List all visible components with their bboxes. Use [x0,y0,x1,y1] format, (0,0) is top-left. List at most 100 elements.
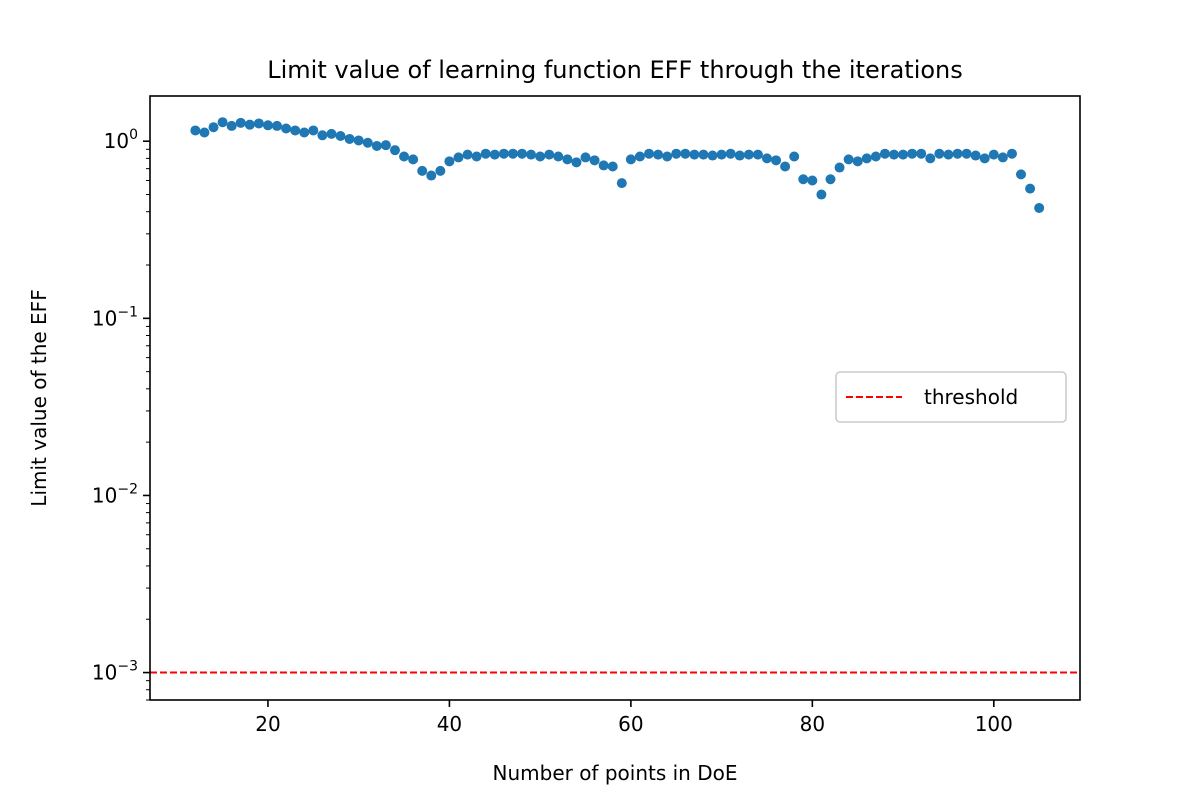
data-point [616,178,627,189]
data-point [952,148,963,159]
data-point [925,153,936,164]
data-point [426,170,437,181]
data-point [834,162,845,173]
data-point [644,148,655,159]
data-point [970,150,981,161]
data-point [1006,148,1017,159]
data-point [435,165,446,176]
data-point [1025,183,1036,194]
y-axis-label: Limit value of the EFF [27,289,51,506]
data-point [380,140,391,151]
y-tick-label: 100 [104,127,138,153]
data-point [480,148,491,159]
data-point [535,151,546,162]
data-point [362,137,373,148]
data-point [326,128,337,139]
data-point [462,149,473,160]
legend-box [835,371,1067,423]
data-point [761,153,772,164]
data-point [716,149,727,160]
data-point [389,145,400,156]
data-point [244,119,255,130]
data-point [272,120,283,131]
x-tick-label: 60 [618,712,643,736]
data-point [290,125,301,136]
x-axis: 20 40 60 80 100 [255,700,1013,736]
data-point [861,153,872,164]
x-tick-label: 80 [800,712,825,736]
data-point [598,160,609,171]
data-point [217,117,228,128]
data-point [653,149,664,160]
data-point [916,148,927,159]
data-point [190,125,201,136]
data-point [934,148,945,159]
data-point [734,150,745,161]
data-point [997,152,1008,163]
legend: threshold [835,371,1067,423]
data-point [752,149,763,160]
data-point [907,148,918,159]
data-point [671,148,682,159]
data-point [526,149,537,160]
data-point [816,189,827,200]
x-tick-label: 20 [255,712,280,736]
data-point [771,155,782,166]
data-point [852,156,863,167]
data-point [253,118,264,129]
data-point [571,157,582,168]
data-point [208,122,219,133]
data-point [344,133,355,144]
points-layer [190,117,1045,213]
data-point [634,151,645,162]
data-point [299,127,310,138]
data-point [544,149,555,160]
data-point [589,155,600,166]
data-point [879,148,890,159]
data-point [408,154,419,165]
legend-threshold-label: threshold [924,385,1018,409]
data-point [843,154,854,165]
data-point [562,154,573,165]
data-point [789,151,800,162]
data-point [943,149,954,160]
data-point [317,130,328,141]
x-axis-label: Number of points in DoE [493,761,738,785]
data-point [798,174,809,185]
data-point [517,148,527,159]
data-point [199,127,210,138]
data-point [807,175,818,186]
data-point [870,151,881,162]
data-point [226,120,237,131]
data-point [898,149,909,160]
data-point [725,148,736,159]
data-point [707,150,718,161]
data-point [1016,169,1027,180]
y-axis: 100 10−1 10−2 10−3 [92,127,150,701]
data-point [308,125,319,136]
y-tick-label: 10−3 [92,659,138,685]
data-point [580,152,591,163]
x-tick-label: 40 [437,712,462,736]
data-point [689,149,700,160]
data-point [399,151,410,162]
data-point [889,149,899,160]
data-point [353,135,364,146]
data-point [780,161,791,172]
data-point [489,149,500,160]
data-point [371,140,382,151]
data-point [553,151,564,162]
data-point [680,148,691,159]
x-tick-label: 100 [975,712,1013,736]
data-point [235,117,246,128]
data-point [262,120,273,131]
data-point [281,123,292,134]
data-point [417,165,428,176]
data-point [625,154,636,165]
data-point [1034,202,1045,213]
data-point [444,156,455,167]
data-point [988,149,999,160]
data-point [453,152,464,163]
data-point [698,149,709,160]
